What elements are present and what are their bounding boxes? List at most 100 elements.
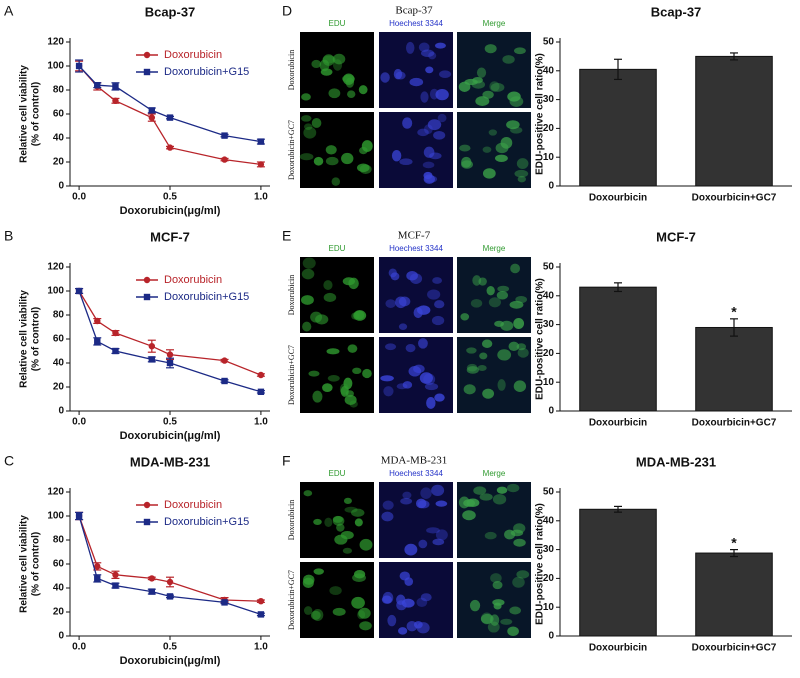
cell-nucleus bbox=[343, 497, 352, 504]
cell-nucleus bbox=[312, 390, 323, 403]
cell-nucleus bbox=[420, 593, 432, 602]
cell-nucleus bbox=[303, 606, 313, 615]
cell-nucleus bbox=[439, 70, 452, 78]
y-tick-label: 10 bbox=[543, 602, 555, 613]
cell-nucleus bbox=[382, 500, 394, 510]
y-tick-label: 40 bbox=[53, 133, 65, 144]
cell-nucleus bbox=[425, 66, 434, 74]
cell-nucleus bbox=[427, 289, 441, 300]
cell-nucleus bbox=[509, 606, 521, 615]
cell-nucleus bbox=[429, 152, 442, 160]
y-axis-label: EDU-positive cell ratio(%) bbox=[535, 53, 546, 175]
y-tick-label: 60 bbox=[53, 559, 65, 570]
cell-nucleus bbox=[489, 81, 500, 92]
panel-letter: C bbox=[4, 453, 14, 469]
cell-nucleus bbox=[480, 613, 494, 624]
cell-nucleus bbox=[342, 73, 355, 85]
y-tick-label: 20 bbox=[53, 157, 65, 168]
cell-nucleus bbox=[310, 610, 321, 620]
y-tick-label: 30 bbox=[543, 544, 555, 555]
cell-nucleus bbox=[387, 614, 397, 627]
marker bbox=[166, 359, 174, 367]
marker bbox=[112, 83, 119, 90]
y-tick-label: 80 bbox=[53, 85, 65, 96]
y-tick-label: 20 bbox=[543, 123, 555, 134]
cell-nucleus bbox=[328, 88, 341, 99]
cell-nucleus bbox=[484, 44, 497, 54]
marker bbox=[166, 351, 174, 358]
cell-nucleus bbox=[479, 493, 493, 501]
cell-nucleus bbox=[422, 161, 435, 169]
y-axis-label: (% of control) bbox=[31, 307, 42, 371]
cell-nucleus bbox=[384, 343, 397, 351]
cell-nucleus bbox=[432, 538, 445, 546]
cell-nucleus bbox=[382, 591, 394, 604]
y-tick-label: 0 bbox=[58, 631, 64, 642]
x-tick-label: 0.0 bbox=[72, 417, 86, 428]
cell-nucleus bbox=[354, 518, 363, 527]
chart-title: MCF-7 bbox=[150, 229, 190, 244]
cell-nucleus bbox=[469, 599, 481, 612]
cell-nucleus bbox=[351, 596, 365, 609]
cell-nucleus bbox=[409, 77, 424, 87]
cell-nucleus bbox=[476, 67, 487, 78]
marker bbox=[148, 588, 156, 595]
cell-nucleus bbox=[423, 174, 435, 184]
cell-nucleus bbox=[475, 96, 490, 106]
y-tick-label: 120 bbox=[47, 262, 64, 273]
cell-nucleus bbox=[420, 49, 435, 57]
cell-nucleus bbox=[516, 343, 527, 351]
column-label: EDU bbox=[329, 469, 346, 478]
cell-nucleus bbox=[381, 511, 394, 522]
cell-nucleus bbox=[482, 146, 492, 153]
cell-nucleus bbox=[482, 168, 496, 179]
cell-nucleus bbox=[301, 268, 315, 280]
cell-nucleus bbox=[513, 523, 526, 534]
cell-nucleus bbox=[461, 160, 473, 169]
cell-nucleus bbox=[434, 42, 446, 49]
bar bbox=[579, 286, 657, 412]
row-label: Doxorubicin+GC7 bbox=[287, 120, 296, 180]
cell-nucleus bbox=[404, 577, 414, 586]
column-label: Hoechest 3344 bbox=[389, 469, 443, 478]
bar bbox=[579, 68, 657, 187]
cell-nucleus bbox=[419, 372, 433, 384]
cell-nucleus bbox=[399, 158, 413, 166]
cell-nucleus bbox=[495, 154, 508, 163]
y-tick-label: 20 bbox=[53, 607, 65, 618]
cell-nucleus bbox=[342, 277, 355, 286]
cell-nucleus bbox=[507, 626, 519, 637]
cell-nucleus bbox=[301, 93, 311, 101]
cell-nucleus bbox=[458, 81, 471, 92]
cell-nucleus bbox=[344, 394, 357, 406]
marker bbox=[221, 599, 228, 606]
column-label: Hoechest 3344 bbox=[389, 19, 443, 28]
cell-nucleus bbox=[459, 144, 471, 152]
cell-nucleus bbox=[431, 315, 445, 326]
chart-title: Bcap-37 bbox=[651, 4, 702, 19]
cell-nucleus bbox=[431, 484, 445, 496]
y-tick-label: 80 bbox=[53, 535, 65, 546]
cell-nucleus bbox=[393, 68, 403, 80]
marker bbox=[94, 338, 101, 345]
cell-nucleus bbox=[510, 263, 521, 274]
marker bbox=[94, 82, 101, 89]
legend-label: Doxorubicin+G15 bbox=[164, 291, 249, 303]
marker bbox=[257, 611, 265, 618]
marker bbox=[148, 114, 156, 121]
cell-nucleus bbox=[398, 296, 411, 307]
cell-nucleus bbox=[352, 573, 366, 582]
cell-nucleus bbox=[406, 271, 418, 281]
cell-nucleus bbox=[341, 152, 354, 165]
y-tick-label: 60 bbox=[53, 109, 65, 120]
annotation: * bbox=[731, 304, 737, 320]
x-axis-label: Doxorubicin(μg/ml) bbox=[120, 655, 221, 667]
cell-nucleus bbox=[351, 508, 365, 517]
cell-nucleus bbox=[488, 297, 501, 308]
cell-nucleus bbox=[339, 383, 349, 395]
cell-nucleus bbox=[426, 527, 440, 534]
y-axis-label: (% of control) bbox=[31, 532, 42, 596]
cell-nucleus bbox=[347, 90, 356, 99]
legend-label: Doxorubicin+G15 bbox=[164, 66, 249, 78]
cell-nucleus bbox=[408, 366, 422, 377]
